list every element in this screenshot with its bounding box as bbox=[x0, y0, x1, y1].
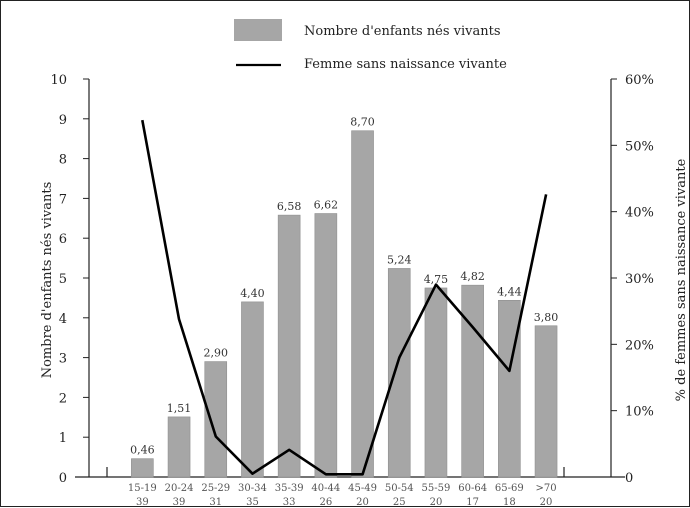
y-right-axis-title: % de femmes sans naissance vivante bbox=[674, 158, 689, 401]
bar bbox=[241, 301, 264, 478]
bar bbox=[387, 268, 411, 478]
x-tick-label: 20-24 bbox=[165, 483, 194, 494]
x-count-label: 26 bbox=[319, 497, 332, 508]
y-left-tick-label: 2 bbox=[59, 391, 67, 406]
x-tick-label: 35-39 bbox=[275, 483, 304, 494]
bar-value-label: 8,70 bbox=[350, 116, 375, 129]
x-count-label: 33 bbox=[283, 497, 296, 508]
x-count-label: 20 bbox=[430, 497, 443, 508]
y-right-tick-label: 20% bbox=[625, 338, 654, 353]
bar-value-label: 6,62 bbox=[314, 199, 339, 212]
y-left-tick-label: 7 bbox=[59, 192, 67, 207]
bar bbox=[424, 287, 448, 478]
y-left-tick-label: 6 bbox=[59, 232, 67, 247]
bar-value-label: 6,58 bbox=[277, 200, 302, 213]
y-left-tick-label: 10 bbox=[50, 73, 67, 88]
bar-value-label: 1,51 bbox=[167, 402, 192, 415]
bar-value-label: 0,46 bbox=[130, 444, 155, 457]
x-count-label: 39 bbox=[173, 497, 186, 508]
bar-value-label: 4,75 bbox=[424, 273, 449, 286]
bar bbox=[314, 213, 338, 478]
bar-value-label: 3,80 bbox=[534, 311, 559, 324]
x-count-label: 17 bbox=[466, 497, 479, 508]
x-count-label: 25 bbox=[393, 497, 406, 508]
y-right-tick-label: 40% bbox=[625, 206, 654, 221]
bar-value-label: 4,40 bbox=[240, 287, 265, 300]
bar bbox=[351, 130, 374, 478]
bar-value-label: 4,82 bbox=[460, 270, 485, 283]
labels: 0,46 1,51 2,90 4,40 6,58 6,62 8,70 5,24 4,75 4,82… bbox=[128, 116, 558, 508]
bars bbox=[131, 130, 558, 478]
y-left-axis-title: Nombre d'enfants nés vivants bbox=[40, 182, 55, 379]
x-tick-label: 15-19 bbox=[128, 483, 157, 494]
x-tick-label: 50-54 bbox=[385, 483, 414, 494]
x-tick-label: 25-29 bbox=[201, 483, 230, 494]
y-right-tick-label: 0 bbox=[625, 471, 633, 486]
y-left-tick-label: 8 bbox=[59, 153, 67, 168]
x-count-label: 18 bbox=[503, 497, 516, 508]
y-left-tick-label: 3 bbox=[59, 352, 67, 367]
bar bbox=[167, 416, 191, 478]
line-layer bbox=[141, 119, 548, 476]
y-right-tick-label: 10% bbox=[625, 405, 654, 420]
bar bbox=[498, 299, 521, 478]
y-left-tick-label: 5 bbox=[59, 272, 67, 287]
y-right-tick-label: 60% bbox=[625, 73, 654, 88]
bar bbox=[461, 284, 484, 478]
legend-line-label: Femme sans naissance vivante bbox=[304, 57, 507, 72]
x-tick-label: 55-59 bbox=[422, 483, 451, 494]
x-count-label: 31 bbox=[209, 497, 222, 508]
bar bbox=[277, 214, 301, 478]
x-count-label: 35 bbox=[246, 497, 259, 508]
series-line bbox=[141, 119, 548, 476]
x-count-label: 39 bbox=[136, 497, 149, 508]
x-tick-label: 30-34 bbox=[238, 483, 267, 494]
x-count-label: 20 bbox=[540, 497, 553, 508]
bar bbox=[204, 361, 228, 478]
y-left-tick-label: 4 bbox=[59, 312, 67, 327]
y-right-tick-label: 50% bbox=[625, 139, 654, 154]
legend: Nombre d'enfants nés vivants Femme sans … bbox=[234, 19, 507, 72]
y-left-tick-label: 1 bbox=[59, 431, 67, 446]
axes: 0 1 2 3 4 5 6 7 8 9 10 0 10% 20% 30% 40% 50% 60% bbox=[50, 73, 653, 486]
bar bbox=[131, 458, 154, 478]
bar-value-label: 5,24 bbox=[387, 253, 412, 266]
y-right-tick-label: 30% bbox=[625, 272, 654, 287]
y-left-tick-label: 0 bbox=[59, 471, 67, 486]
x-tick-label: 40-44 bbox=[311, 483, 340, 494]
bar bbox=[534, 325, 558, 478]
bar-value-label: 2,90 bbox=[204, 347, 229, 360]
x-count-label: 20 bbox=[356, 497, 369, 508]
legend-bar-swatch bbox=[234, 19, 282, 41]
x-tick-label: 60-64 bbox=[458, 483, 487, 494]
legend-bar-label: Nombre d'enfants nés vivants bbox=[304, 24, 501, 39]
bar-value-label: 4,44 bbox=[497, 285, 522, 298]
y-left-tick-label: 9 bbox=[59, 113, 67, 128]
x-tick-label: 45-49 bbox=[348, 483, 377, 494]
x-tick-label: 65-69 bbox=[495, 483, 524, 494]
x-tick-label: >70 bbox=[535, 483, 556, 494]
